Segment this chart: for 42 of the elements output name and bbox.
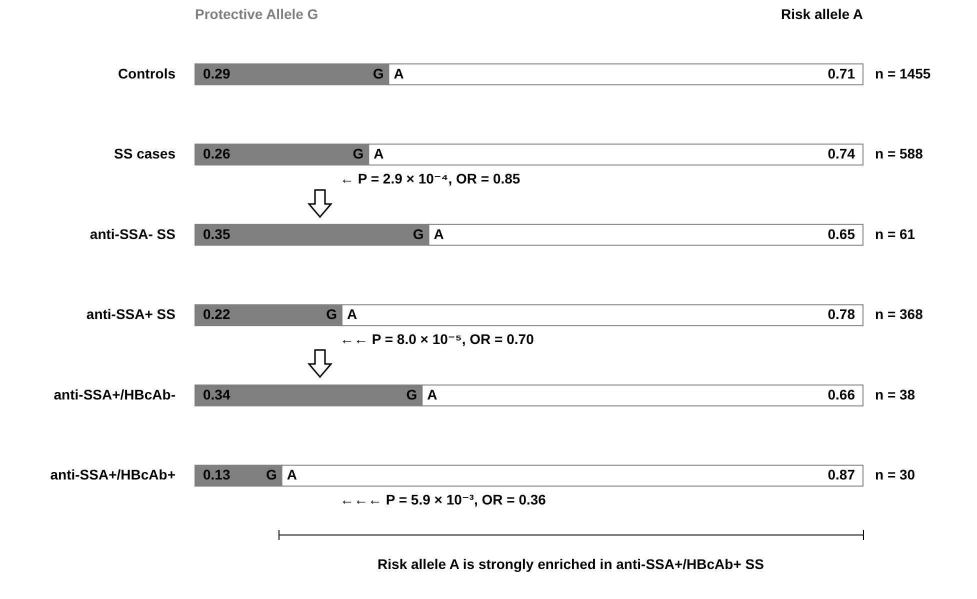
annotation: ←←← P = 5.9 × 10⁻³, OR = 0.36 (340, 492, 546, 508)
y-tick-label: anti-SSA+ SS (86, 306, 176, 322)
text: n = 30 (875, 466, 916, 483)
data-label: 0.13 (203, 466, 230, 483)
annotation: G (372, 65, 384, 82)
y-tick-label: Controls (118, 65, 176, 82)
annotation: A (434, 226, 444, 242)
annotation: A (394, 65, 404, 82)
y-tick-label: SS cases (114, 146, 176, 162)
text: n = 368 (875, 306, 924, 322)
data-label: 0.22 (203, 306, 230, 322)
data-label: 0.34 (203, 386, 230, 402)
annotation: G (412, 226, 424, 242)
annotation: A (427, 386, 438, 402)
y-tick-label: anti-SSA+/HBcAb+ (50, 466, 176, 483)
text: n = 61 (875, 226, 916, 242)
data-label: 0.74 (828, 146, 856, 162)
text: Risk allele A is strongly enriched in anti-SSA+/HBcAb+ SS (378, 556, 764, 572)
data-label: 0.26 (203, 146, 230, 162)
data-label: 0.87 (828, 466, 856, 483)
text: n = 588 (875, 146, 924, 162)
text: Protective Allele G (195, 6, 318, 22)
data-label: 0.65 (828, 226, 856, 242)
data-label: 0.29 (203, 65, 230, 82)
annotation: G (326, 306, 338, 322)
text: n = 1455 (875, 65, 931, 82)
annotation: G (266, 466, 277, 483)
annotation: A (374, 146, 384, 162)
data-label: 0.35 (203, 226, 230, 242)
text: n = 38 (875, 386, 916, 402)
annotation: A (286, 466, 297, 483)
annotation: G (406, 386, 418, 402)
annotation: A (346, 306, 358, 322)
data-label: 0.66 (828, 386, 856, 402)
data-label: 0.71 (828, 65, 856, 82)
annotation: ← P = 2.9 × 10⁻⁴, OR = 0.85 (340, 170, 520, 187)
text: Risk allele A (781, 6, 863, 22)
annotation: ←← P = 8.0 × 10⁻⁵, OR = 0.70 (340, 331, 534, 348)
y-tick-label: anti-SSA+/HBcAb- (54, 386, 176, 402)
annotation: G (352, 146, 364, 162)
y-tick-label: anti-SSA- SS (90, 226, 176, 242)
data-label: 0.78 (828, 306, 856, 322)
